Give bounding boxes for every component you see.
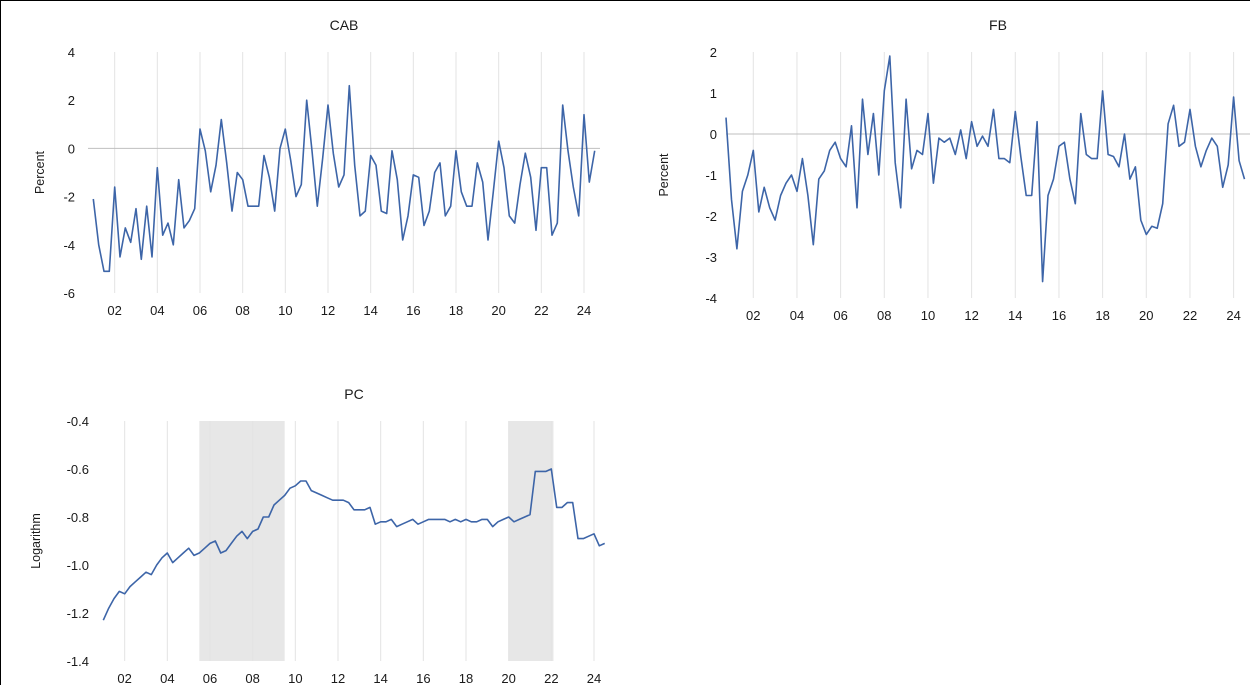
y-tick-label: 0 <box>68 141 75 156</box>
x-tick-label: 14 <box>363 303 377 318</box>
x-tick-label: 18 <box>459 671 473 685</box>
x-tick-label: 02 <box>746 308 760 323</box>
x-tick-label: 12 <box>321 303 335 318</box>
x-tick-label: 12 <box>331 671 345 685</box>
x-tick-label: 20 <box>1139 308 1153 323</box>
x-tick-label: 04 <box>150 303 164 318</box>
chart-title: PC <box>344 386 363 402</box>
x-tick-label: 16 <box>406 303 420 318</box>
y-tick-label: -1.2 <box>67 606 89 621</box>
x-tick-label: 10 <box>278 303 292 318</box>
frame-left-border <box>0 0 1 685</box>
y-tick-label: -1.4 <box>67 654 89 669</box>
chart-cab: 420-2-4-602 04 06 08 10 12 14 16 18 20 22 24CABPerc… <box>33 17 600 318</box>
y-axis-label: Percent <box>33 150 47 194</box>
y-axis-label: Percent <box>657 153 671 197</box>
y-tick-label: 2 <box>68 93 75 108</box>
x-tick-label: 02 <box>107 303 121 318</box>
y-tick-label: -2 <box>705 209 717 224</box>
y-tick-label: -4 <box>63 238 75 253</box>
x-tick-label: 20 <box>491 303 505 318</box>
y-tick-label: -1 <box>705 168 717 183</box>
x-tick-label: 06 <box>833 308 847 323</box>
x-tick-label: 12 <box>964 308 978 323</box>
x-tick-label: 10 <box>921 308 935 323</box>
x-tick-label: 24 <box>587 671 601 685</box>
chart-pc: -0.4 -0.6 -0.8 -1.0 -1.2 -1.4 02 04 06 08 10 12 14 16… <box>29 386 606 685</box>
x-tick-label: 06 <box>193 303 207 318</box>
shaded-period-2 <box>508 421 554 661</box>
x-tick-label: 22 <box>544 671 558 685</box>
chart-title: CAB <box>330 17 359 33</box>
series-line-cab <box>92 84 596 273</box>
y-tick-label: -2 <box>63 190 75 205</box>
x-tick-label: 22 <box>534 303 548 318</box>
series-line-pc <box>102 468 606 621</box>
y-tick-label: 2 <box>710 45 717 60</box>
x-tick-label: 04 <box>790 308 804 323</box>
chart-fb: 210-1-2-3-402 04 06 08 10 12 14 16 18 20 22 24FBPer… <box>657 17 1250 323</box>
x-tick-label: 20 <box>501 671 515 685</box>
x-tick-label: 24 <box>577 303 591 318</box>
x-tick-label: 16 <box>1052 308 1066 323</box>
x-tick-label: 14 <box>373 671 387 685</box>
y-tick-label: -6 <box>63 286 75 301</box>
shaded-period-1 <box>199 421 285 661</box>
x-tick-label: 14 <box>1008 308 1022 323</box>
y-tick-label: -0.6 <box>67 462 89 477</box>
x-tick-label: 24 <box>1226 308 1240 323</box>
frame-top-border <box>0 0 1250 1</box>
x-tick-label: 02 <box>117 671 131 685</box>
series-line-fb <box>725 55 1246 283</box>
x-tick-label: 18 <box>1095 308 1109 323</box>
x-tick-label: 10 <box>288 671 302 685</box>
x-tick-label: 16 <box>416 671 430 685</box>
y-tick-label: -0.8 <box>67 510 89 525</box>
x-tick-label: 08 <box>877 308 891 323</box>
x-tick-label: 08 <box>245 671 259 685</box>
y-tick-label: -1.0 <box>67 558 89 573</box>
x-tick-label: 18 <box>449 303 463 318</box>
y-tick-label: -0.4 <box>67 414 89 429</box>
y-tick-label: 4 <box>68 45 75 60</box>
x-tick-label: 06 <box>203 671 217 685</box>
y-tick-label: 1 <box>710 86 717 101</box>
y-tick-label: -4 <box>705 291 717 306</box>
chart-title: FB <box>989 17 1007 33</box>
x-tick-label: 04 <box>160 671 174 685</box>
y-tick-label: -3 <box>705 250 717 265</box>
x-tick-label: 08 <box>235 303 249 318</box>
y-tick-label: 0 <box>710 127 717 142</box>
x-tick-label: 22 <box>1183 308 1197 323</box>
y-axis-label: Logarithm <box>29 513 43 569</box>
